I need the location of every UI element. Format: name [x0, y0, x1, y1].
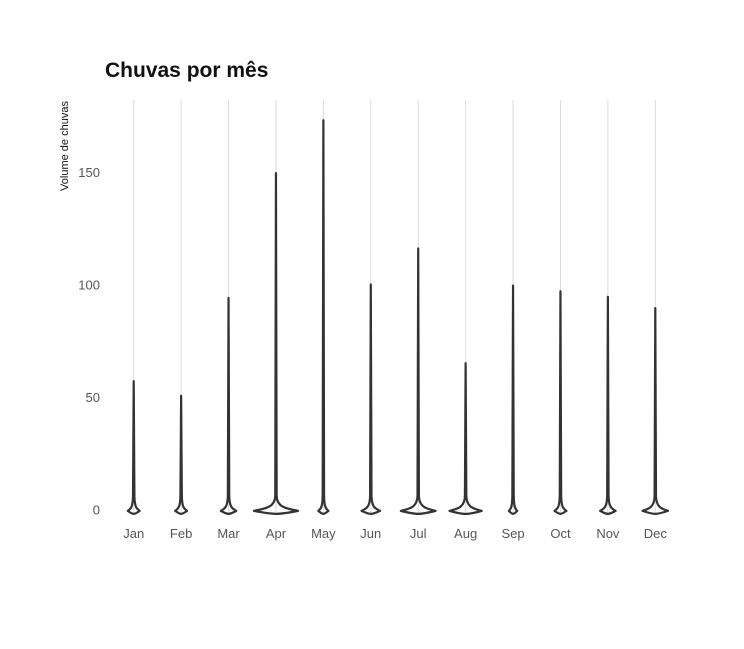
violin-may — [317, 119, 330, 515]
y-axis-label: Volume de chuvas — [59, 101, 71, 191]
y-tick-labels: 0 50 100 150 — [78, 165, 100, 517]
violin-jul — [399, 247, 437, 515]
x-tick-label-apr: Apr — [266, 526, 287, 541]
x-tick-label-jul: Jul — [410, 526, 427, 541]
violin-oct — [553, 290, 568, 515]
x-tick-label-jan: Jan — [123, 526, 144, 541]
chart-title: Chuvas por mês — [105, 59, 268, 82]
y-tick-label-0: 0 — [93, 502, 100, 517]
y-tick-label-100: 100 — [78, 277, 100, 292]
x-tick-label-feb: Feb — [170, 526, 192, 541]
x-tick-label-aug: Aug — [454, 526, 477, 541]
violin-apr — [252, 172, 300, 515]
violin-aug — [448, 362, 483, 515]
y-tick-label-150: 150 — [78, 165, 100, 180]
violin-sep — [507, 284, 519, 515]
x-tick-labels: Jan Feb Mar Apr May Jun Jul Aug Sep Oct Nov Dec — [123, 526, 667, 541]
x-tick-label-oct: Oct — [550, 526, 571, 541]
violin-jun — [360, 283, 382, 515]
x-tick-label-dec: Dec — [644, 526, 668, 541]
x-tick-label-mar: Mar — [217, 526, 240, 541]
x-tick-label-may: May — [311, 526, 336, 541]
x-tick-label-nov: Nov — [596, 526, 620, 541]
violin-dec — [641, 306, 670, 515]
x-tick-label-sep: Sep — [501, 526, 524, 541]
violin-nov — [599, 295, 617, 515]
violin-feb — [174, 394, 189, 515]
grid-lines — [133, 100, 656, 515]
y-tick-label-50: 50 — [86, 390, 100, 405]
violins — [126, 119, 670, 515]
x-tick-label-jun: Jun — [360, 526, 381, 541]
violin-jan — [126, 380, 141, 515]
violin-mar — [219, 296, 238, 515]
